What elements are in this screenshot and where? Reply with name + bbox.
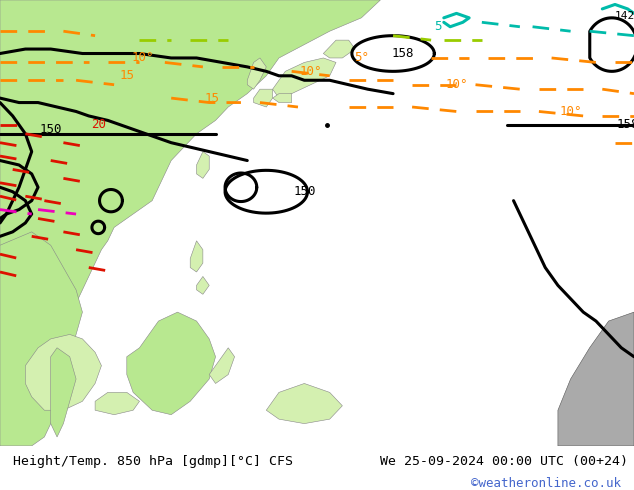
Polygon shape — [197, 276, 209, 294]
Polygon shape — [247, 58, 266, 89]
Text: 10°: 10° — [299, 65, 322, 78]
Polygon shape — [51, 348, 76, 437]
Polygon shape — [190, 241, 203, 272]
Text: Height/Temp. 850 hPa [gdmp][°C] CFS: Height/Temp. 850 hPa [gdmp][°C] CFS — [13, 455, 293, 468]
Polygon shape — [273, 94, 292, 102]
Polygon shape — [273, 58, 336, 98]
Text: 15: 15 — [205, 92, 220, 104]
Text: 150: 150 — [39, 123, 62, 136]
Text: 158: 158 — [391, 47, 414, 60]
Text: 15: 15 — [119, 69, 134, 82]
Text: 150: 150 — [293, 185, 316, 198]
Polygon shape — [0, 0, 380, 437]
Polygon shape — [266, 384, 342, 423]
Text: 10°: 10° — [131, 51, 154, 65]
Polygon shape — [127, 312, 216, 415]
Text: 5: 5 — [434, 20, 441, 33]
Text: 142: 142 — [614, 11, 634, 21]
Polygon shape — [254, 89, 273, 107]
Text: 10°: 10° — [559, 105, 582, 118]
Text: ©weatheronline.co.uk: ©weatheronline.co.uk — [471, 477, 621, 490]
Polygon shape — [558, 312, 634, 446]
Polygon shape — [0, 232, 82, 446]
Text: 158: 158 — [616, 119, 634, 131]
Polygon shape — [197, 151, 209, 178]
Text: 20: 20 — [91, 119, 106, 131]
Polygon shape — [209, 348, 235, 384]
Polygon shape — [95, 392, 139, 415]
Text: 5°: 5° — [354, 51, 369, 65]
Text: 10°: 10° — [445, 78, 468, 91]
Polygon shape — [25, 334, 101, 410]
Polygon shape — [323, 40, 355, 58]
Text: We 25-09-2024 00:00 UTC (00+24): We 25-09-2024 00:00 UTC (00+24) — [380, 455, 628, 468]
